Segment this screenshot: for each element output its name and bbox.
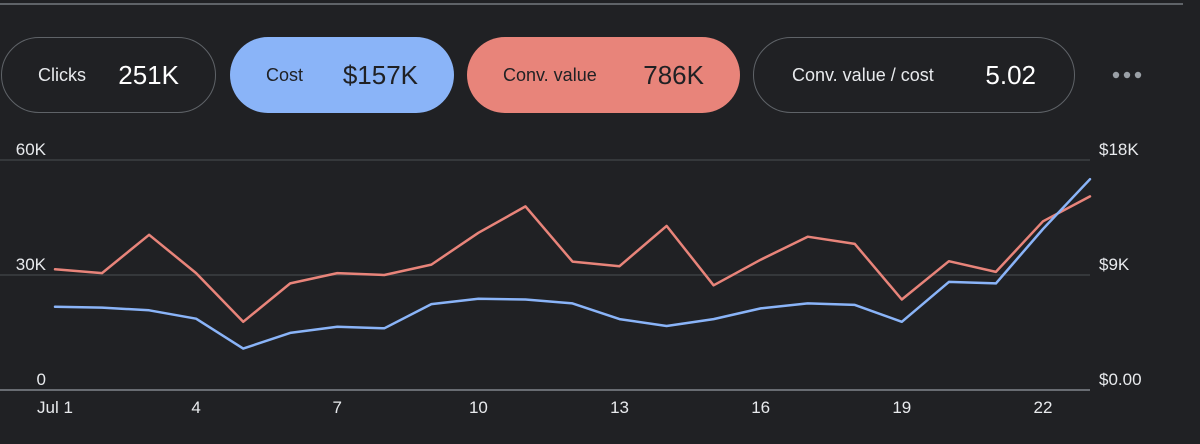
y-right-tick-label: $18K [1099,140,1139,159]
metric-label: Cost [266,64,304,85]
series-line-cost [53,177,1092,350]
top-divider [0,3,1183,5]
y-left-tick-label: 60K [16,140,47,159]
y-right-tick-label: $9K [1099,255,1130,274]
metric-label: Conv. value [503,64,597,85]
x-tick-label: 10 [469,398,488,417]
x-tick-label: 13 [610,398,629,417]
line-chart: 0 30K 60K $0.00 $9K $18K Jul 1 4 7 10 13 16 19 22 [0,140,1142,417]
metric-value: 5.02 [985,59,1036,90]
y-left-tick-label: 30K [16,255,47,274]
metric-card-clicks[interactable]: Clicks 251K [1,37,216,113]
metric-value: 251K [118,59,179,90]
metric-card-conv-value-per-cost[interactable]: Conv. value / cost 5.02 [753,37,1075,113]
metric-label: Conv. value / cost [792,64,934,85]
x-tick-label: 19 [892,398,911,417]
metric-card-cost[interactable]: Cost $157K [230,37,454,113]
x-tick-label: 22 [1033,398,1052,417]
metric-cards: Clicks 251K Cost $157K Conv. value 786K … [0,37,1200,115]
metric-value: 786K [643,59,704,90]
metric-card-conv-value[interactable]: Conv. value 786K [467,37,740,113]
more-horizontal-icon [1112,71,1142,79]
y-left-tick-label: 0 [37,370,46,389]
series-line-conv-value [53,195,1092,324]
metric-value: $157K [342,59,418,90]
more-options-button[interactable] [1104,59,1150,91]
y-right-tick-label: $0.00 [1099,370,1142,389]
x-tick-label: 4 [191,398,200,417]
x-tick-label: Jul 1 [37,398,73,417]
x-tick-label: 16 [751,398,770,417]
metric-label: Clicks [38,64,86,85]
x-tick-label: 7 [333,398,342,417]
